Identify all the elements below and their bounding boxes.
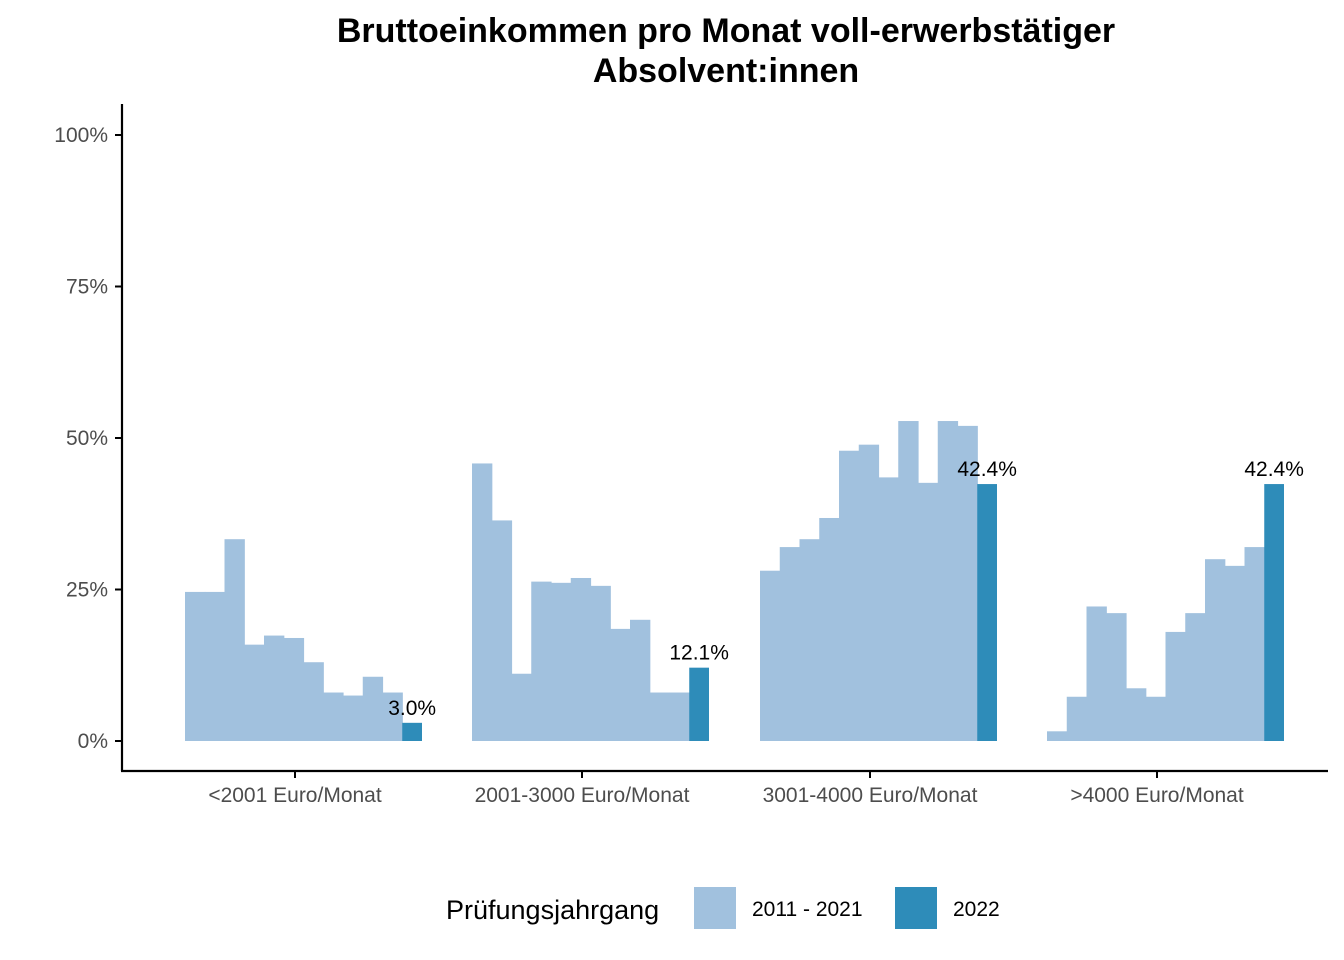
legend: Prüfungsjahrgang 2011 - 2021 2022 (446, 887, 1000, 929)
bar-2-past-7 (590, 585, 611, 741)
bar-4-past-5 (1126, 688, 1147, 741)
data-labels: 3.0% 12.1% 42.4% 42.4% (388, 458, 1304, 720)
legend-label-2011-2021: 2011 - 2021 (752, 898, 863, 921)
bar-2-past-10 (649, 692, 671, 741)
y-tick-label-3: 50% (66, 427, 108, 450)
bar-2-past-11 (669, 692, 690, 741)
bar-3-past-7 (878, 477, 899, 741)
chart-title: Bruttoeinkommen pro Monat voll-erwerbstä… (337, 12, 1115, 90)
chart-title-line-2: Absolvent:innen (593, 52, 859, 90)
bar-3-past-2 (779, 547, 801, 741)
bar-3-past-3 (799, 539, 820, 741)
data-label-2022-1: 3.0% (388, 697, 436, 720)
bar-2-past-2 (491, 520, 513, 741)
bar-4-past-2 (1066, 696, 1088, 741)
bar-1-2022 (402, 722, 422, 741)
x-tick-label-1: <2001 Euro/Monat (208, 784, 382, 807)
bar-1-past-2 (204, 591, 226, 741)
y-tick-label-4: 75% (66, 276, 108, 299)
bar-4-past-6 (1145, 696, 1167, 741)
bar-4-past-9 (1205, 559, 1226, 741)
bar-1-past-6 (283, 637, 305, 741)
x-tick-label-2: 2001-3000 Euro/Monat (475, 784, 690, 807)
x-tick-label-3: 3001-4000 Euro/Monat (763, 784, 978, 807)
bar-1-past-4 (244, 644, 265, 741)
bar-3-past-6 (858, 444, 880, 741)
bar-2-2022 (689, 667, 709, 741)
bar-1-past-10 (362, 676, 384, 741)
bar-4-2022 (1264, 484, 1284, 741)
bar-1-past-1 (185, 591, 206, 741)
bar-2-past-3 (511, 673, 532, 741)
x-tick-label-4: >4000 Euro/Monat (1070, 784, 1244, 807)
data-label-2022-2: 12.1% (669, 642, 729, 665)
bar-4-past-8 (1185, 613, 1206, 741)
bar-1-past-8 (323, 692, 344, 741)
legend-key-2011-2021 (694, 887, 736, 929)
bar-4-past-1 (1047, 731, 1068, 741)
bar-3-past-1 (760, 570, 781, 741)
bar-1-past-11 (382, 692, 403, 741)
bar-1-past-7 (303, 662, 324, 741)
bar-1-past-5 (264, 635, 285, 741)
bar-2-past-5 (551, 582, 572, 741)
bar-3-past-9 (918, 482, 939, 741)
y-tick-label-2: 25% (66, 579, 108, 602)
bar-3-past-10 (937, 421, 959, 741)
bar-2-past-1 (472, 463, 493, 741)
bar-3-past-5 (839, 450, 860, 741)
bar-4-past-7 (1165, 631, 1186, 741)
bar-2-past-6 (570, 577, 592, 741)
bar-1-past-9 (343, 695, 364, 741)
bar-4-past-10 (1224, 565, 1246, 741)
legend-label-2022: 2022 (953, 898, 1000, 921)
chart-title-line-1: Bruttoeinkommen pro Monat voll-erwerbstä… (337, 12, 1115, 50)
legend-key-2022 (895, 887, 937, 929)
bars-layer (185, 421, 1284, 741)
bar-4-past-4 (1106, 613, 1127, 741)
data-label-2022-4: 42.4% (1244, 458, 1304, 481)
bar-3-2022 (977, 484, 997, 741)
bar-4-past-3 (1086, 606, 1107, 741)
bar-2-past-8 (610, 628, 631, 741)
y-ticks: 0% 25% 50% 75% 100% (54, 124, 122, 753)
bar-3-past-8 (898, 421, 919, 741)
bar-1-past-3 (224, 539, 245, 741)
bar-3-past-11 (957, 425, 978, 741)
y-tick-label-1: 0% (78, 730, 108, 753)
bar-2-past-4 (531, 581, 552, 741)
bar-4-past-11 (1244, 547, 1265, 741)
bar-3-past-4 (819, 517, 840, 741)
data-label-2022-3: 42.4% (957, 458, 1017, 481)
legend-title: Prüfungsjahrgang (446, 895, 659, 925)
bar-2-past-9 (630, 619, 651, 741)
y-tick-label-5: 100% (54, 124, 108, 147)
x-ticks: <2001 Euro/Monat 2001-3000 Euro/Monat 3001… (208, 771, 1244, 807)
